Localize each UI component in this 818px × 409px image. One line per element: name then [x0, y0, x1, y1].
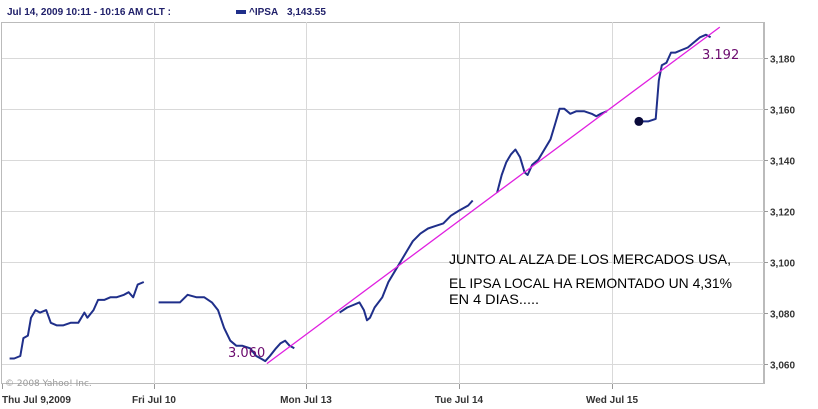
y-tick-label: 3,180	[770, 55, 795, 66]
series-line-ipsa	[158, 293, 295, 363]
x-axis: Thu Jul 9,2009 Fri Jul 10 Mon Jul 13 Tue Ju…	[2, 384, 638, 406]
series-line-ipsa	[9, 281, 145, 360]
y-tick-label: 3,080	[770, 310, 795, 321]
y-tick-label: 3,100	[770, 259, 795, 270]
gridlines	[2, 22, 764, 384]
x-tick-label: Tue Jul 14	[435, 395, 484, 406]
end-value-label: 3.192	[702, 48, 739, 63]
callout-line-1: JUNTO AL ALZA DE LOS MERCADOS USA,	[449, 251, 731, 267]
y-tick-label: 3,140	[770, 157, 795, 168]
series-line-ipsa	[496, 107, 608, 194]
plot-frame	[1, 22, 764, 384]
series-layer	[9, 33, 712, 363]
x-tick-label: Wed Jul 15	[586, 395, 638, 406]
header-bar	[0, 0, 818, 22]
start-value-label: 3.060	[228, 346, 265, 361]
date-range-label: Jul 14, 2009 10:11 - 10:16 AM CLT :	[7, 7, 171, 18]
y-axis: 3,060 3,080 3,100 3,120 3,140 3,160 3,180	[764, 55, 795, 372]
callout-line-3: EN 4 DIAS.....	[449, 291, 539, 307]
marker-dot	[634, 116, 644, 126]
legend-swatch	[236, 10, 246, 14]
copyright-label: © 2008 Yahoo! Inc.	[5, 379, 92, 389]
legend-value: 3,143.55	[287, 7, 326, 18]
y-tick-label: 3,060	[770, 361, 795, 372]
marker-layer	[634, 116, 644, 126]
trendline	[266, 26, 721, 365]
x-tick-label: Thu Jul 9,2009	[2, 395, 71, 406]
x-tick-label: Mon Jul 13	[280, 395, 332, 406]
y-tick-label: 3,160	[770, 106, 795, 117]
callout-line-2: EL IPSA LOCAL HA REMONTADO UN 4,31%	[449, 275, 732, 291]
legend-symbol: ^IPSA	[249, 7, 278, 18]
x-tick-label: Fri Jul 10	[132, 395, 176, 406]
series-line-ipsa	[642, 33, 712, 123]
trend-layer	[266, 26, 721, 365]
y-tick-label: 3,120	[770, 208, 795, 219]
